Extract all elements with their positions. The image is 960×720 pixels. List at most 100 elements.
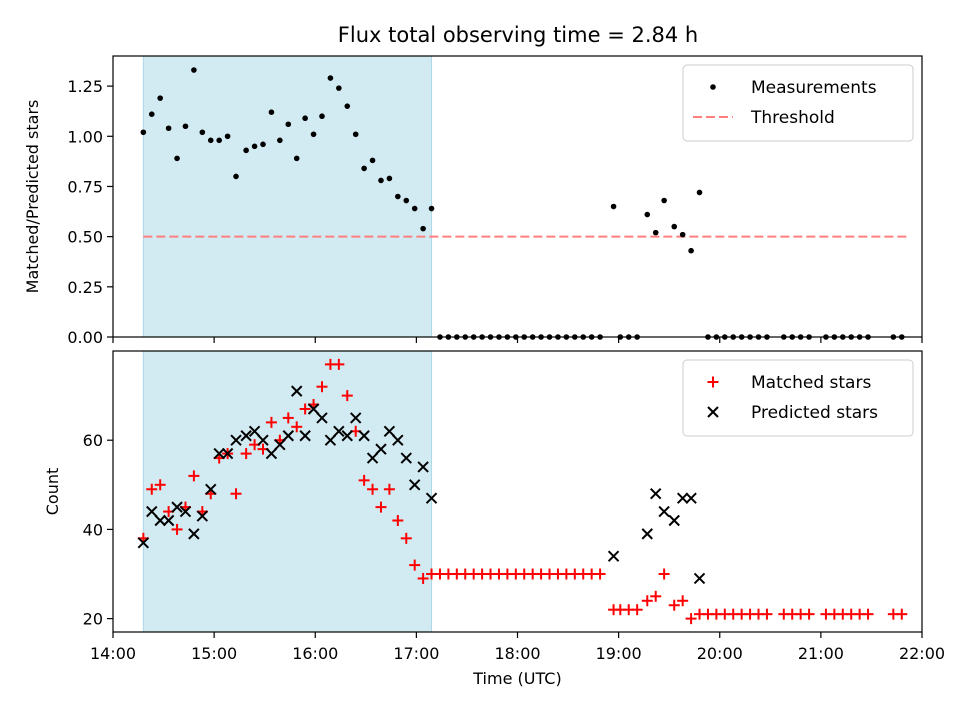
legend-label: Matched stars xyxy=(751,373,871,393)
matched-star-point xyxy=(862,608,874,620)
predicted-star-b xyxy=(171,501,183,513)
y-tick-label: 1.00 xyxy=(67,127,103,146)
predicted-star-b xyxy=(676,492,689,504)
matched-star-point xyxy=(341,390,353,402)
predicted-star-b xyxy=(137,537,150,549)
predicted-star-point xyxy=(179,505,192,518)
predicted-star-point xyxy=(400,452,412,464)
predicted-star-point xyxy=(668,514,680,527)
predicted-star-point xyxy=(274,438,286,451)
matched-star-point xyxy=(291,421,303,433)
predicted-star-b xyxy=(213,447,225,460)
predicted-star-b xyxy=(607,550,620,562)
predicted-star-point xyxy=(358,430,370,442)
measurement-point xyxy=(411,205,418,212)
matched-star-point xyxy=(400,532,412,544)
predicted-star-point xyxy=(658,505,670,518)
predicted-star-point xyxy=(171,501,183,513)
y-tick-label: 0.00 xyxy=(67,328,103,347)
predicted-star-b xyxy=(205,483,217,495)
predicted-star-b xyxy=(685,492,697,504)
measurement-point xyxy=(293,155,300,162)
measurement-point xyxy=(285,121,292,128)
measurement-point xyxy=(688,247,694,254)
x-tick-label: 15:00 xyxy=(191,644,237,663)
predicted-star-point xyxy=(366,452,379,464)
predicted-star-point xyxy=(154,514,166,527)
predicted-star-point xyxy=(213,447,225,460)
predicted-star-b xyxy=(349,412,362,424)
predicted-star-b xyxy=(641,528,653,540)
predicted-star-point xyxy=(137,537,150,549)
y-axis-label: Count xyxy=(43,468,62,516)
matched-star-point xyxy=(282,412,294,424)
matched-star-point xyxy=(316,381,328,393)
predicted-star-point xyxy=(196,510,209,522)
predicted-star-point xyxy=(205,483,217,495)
predicted-star-point xyxy=(649,488,662,500)
y-tick-label: 0.75 xyxy=(67,177,103,196)
measurement-point xyxy=(403,197,410,204)
predicted-star-b xyxy=(274,438,286,451)
matched-star-point xyxy=(641,595,653,607)
legend-marker-predicted-b xyxy=(707,406,719,418)
measurement-point xyxy=(302,115,308,122)
predicted-star-point xyxy=(333,425,345,437)
legend-box xyxy=(682,359,914,437)
measurement-point xyxy=(174,155,180,162)
measurement-point xyxy=(361,165,367,172)
predicted-star-point xyxy=(607,550,620,562)
measurement-point xyxy=(157,95,163,101)
matched-star-point xyxy=(188,470,200,482)
predicted-star-point xyxy=(188,528,200,540)
measurement-point xyxy=(191,67,197,73)
measurement-point xyxy=(671,223,678,230)
measurement-point xyxy=(260,141,266,148)
predicted-star-point xyxy=(375,443,387,455)
predicted-star-point xyxy=(146,505,158,518)
predicted-star-b xyxy=(333,425,345,437)
measurement-point xyxy=(148,111,155,118)
predicted-star-b xyxy=(400,452,412,464)
predicted-star-b xyxy=(324,434,337,446)
axes-frame xyxy=(112,55,923,338)
matched-star-point xyxy=(803,608,815,620)
measurement-point xyxy=(696,189,703,196)
predicted-star-point xyxy=(307,403,320,415)
matched-star-point xyxy=(383,483,395,495)
predicted-star-b xyxy=(282,430,294,442)
predicted-star-b xyxy=(307,403,320,415)
predicted-star-b xyxy=(358,430,370,442)
x-tick-label: 20:00 xyxy=(697,644,743,663)
matched-star-point xyxy=(299,403,311,415)
predicted-star-b xyxy=(693,572,706,585)
matched-star-point xyxy=(685,613,697,625)
matched-star-point xyxy=(154,479,166,491)
predicted-star-point xyxy=(349,412,362,424)
predicted-star-b xyxy=(316,412,328,424)
x-tick-label: 16:00 xyxy=(292,644,338,663)
measurement-point xyxy=(661,197,667,204)
measurement-point xyxy=(386,175,393,182)
bottom-panel: 14:00 15:00 16:00 17:00 18:00 19:00 20:00 21:00… xyxy=(43,350,945,688)
matched-star-point xyxy=(392,514,404,526)
measurement-point xyxy=(644,211,651,218)
predicted-star-b xyxy=(248,425,261,437)
measurement-point xyxy=(327,75,334,81)
predicted-star-b xyxy=(188,528,200,540)
measurement-point xyxy=(310,131,317,138)
predicted-star-b xyxy=(154,514,166,527)
predicted-star-b xyxy=(383,425,396,437)
predicted-star-point xyxy=(425,492,438,504)
measurement-point xyxy=(336,85,342,91)
top-panel: 0.00 0.25 0.50 0.75 1.00 1.25 Matched/Predicte… xyxy=(23,55,923,347)
measurement-point xyxy=(140,129,147,136)
predicted-star-b xyxy=(425,492,438,504)
predicted-star-b xyxy=(299,430,311,442)
predicted-star-point xyxy=(341,430,353,442)
measurement-point xyxy=(428,205,435,212)
predicted-star-point xyxy=(221,447,234,460)
y-tick-label: 1.25 xyxy=(67,77,103,96)
predicted-star-point xyxy=(265,447,278,460)
